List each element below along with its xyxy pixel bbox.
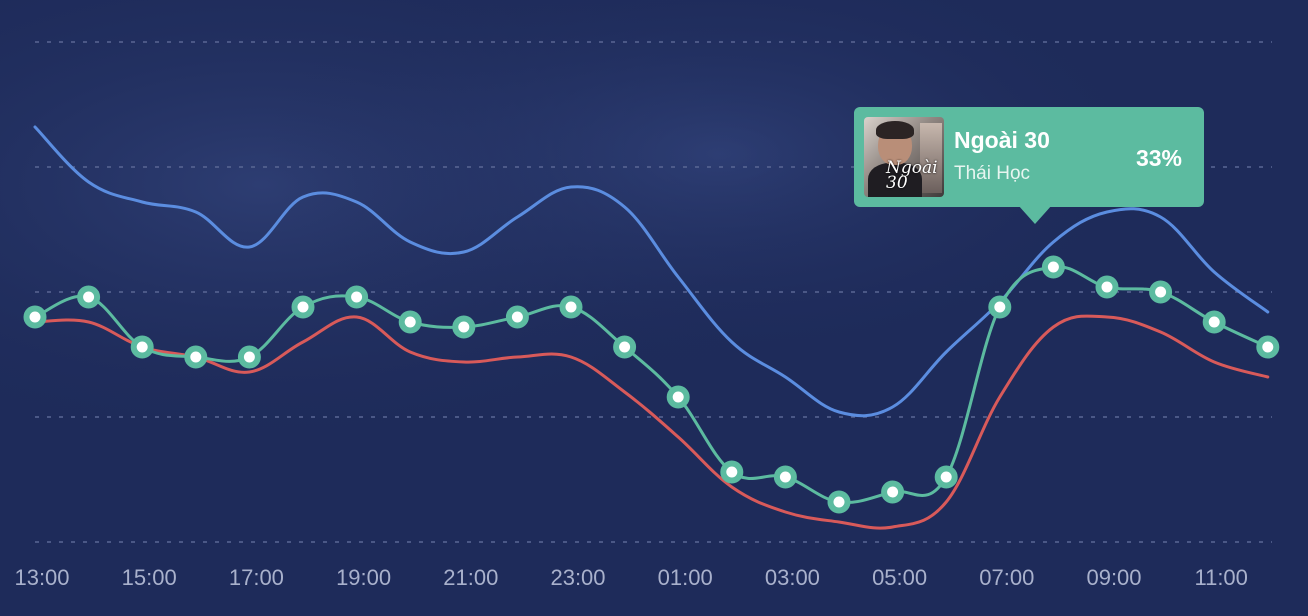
data-point[interactable] xyxy=(720,460,744,484)
data-point[interactable] xyxy=(1095,275,1119,299)
x-tick-label: 07:00 xyxy=(979,565,1034,590)
data-point[interactable] xyxy=(1202,310,1226,334)
data-point[interactable] xyxy=(1041,255,1065,279)
data-point[interactable] xyxy=(398,310,422,334)
cover-background-figure xyxy=(920,123,942,193)
gridlines xyxy=(35,41,1272,543)
data-point[interactable] xyxy=(934,465,958,489)
data-point[interactable] xyxy=(559,295,583,319)
data-point[interactable] xyxy=(827,490,851,514)
song-artist: Thái Học xyxy=(954,163,1031,184)
data-point[interactable] xyxy=(1149,280,1173,304)
x-tick-label: 09:00 xyxy=(1086,565,1141,590)
x-axis: 13:00 15:00 17:00 19:00 21:00 23:00 01:00 03:00… xyxy=(14,565,1247,590)
series-line xyxy=(33,314,1270,530)
data-point[interactable] xyxy=(773,465,797,489)
album-cover: Ngoài 30 xyxy=(864,117,944,197)
data-point[interactable] xyxy=(452,315,476,339)
x-tick-label: 15:00 xyxy=(122,565,177,590)
song-title: Ngoài 30 xyxy=(954,127,1050,153)
cover-figure xyxy=(868,163,922,197)
data-point[interactable] xyxy=(237,345,261,369)
x-tick-label: 23:00 xyxy=(550,565,605,590)
data-point[interactable] xyxy=(77,285,101,309)
song-tooltip: Ngoài 30 Ngoài 30 Thái Học 33% xyxy=(854,107,1204,207)
series-line xyxy=(33,125,1270,418)
x-tick-label: 05:00 xyxy=(872,565,927,590)
data-point[interactable] xyxy=(666,385,690,409)
data-point[interactable] xyxy=(988,295,1012,319)
x-tick-label: 19:00 xyxy=(336,565,391,590)
x-tick-label: 03:00 xyxy=(765,565,820,590)
x-tick-label: 01:00 xyxy=(658,565,713,590)
data-point[interactable] xyxy=(23,305,47,329)
data-point[interactable] xyxy=(881,480,905,504)
cover-figure xyxy=(876,121,914,139)
data-point[interactable] xyxy=(1256,335,1280,359)
x-tick-label: 17:00 xyxy=(229,565,284,590)
x-tick-label: 21:00 xyxy=(443,565,498,590)
series-markers xyxy=(23,255,1280,514)
song-percentage: 33% xyxy=(1135,145,1182,171)
data-point[interactable] xyxy=(291,295,315,319)
data-point[interactable] xyxy=(345,285,369,309)
x-tick-label: 13:00 xyxy=(14,565,69,590)
data-point[interactable] xyxy=(505,305,529,329)
tooltip-pointer xyxy=(1018,205,1052,224)
data-point[interactable] xyxy=(184,345,208,369)
x-tick-label: 11:00 xyxy=(1194,565,1247,590)
cover-title-logo: Ngoài 30 xyxy=(886,158,938,193)
data-point[interactable] xyxy=(130,335,154,359)
data-point[interactable] xyxy=(613,335,637,359)
